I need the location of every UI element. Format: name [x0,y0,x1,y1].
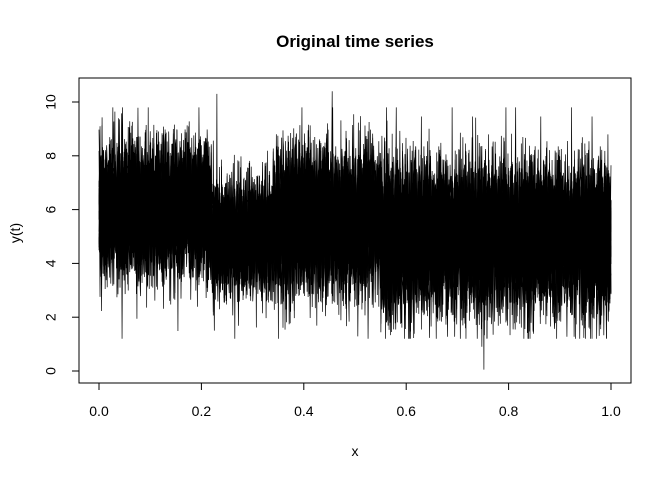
x-tick-label: 0.6 [396,403,416,419]
y-tick-label: 0 [43,367,59,375]
x-tick-label: 0.4 [294,403,314,419]
y-tick-label: 6 [43,205,59,213]
x-axis: 0.0 0.2 0.4 0.6 0.8 1.0 [89,382,621,419]
x-tick-label: 0.2 [192,403,212,419]
series-line [98,107,612,339]
series-layer [98,91,612,370]
y-tick-label: 4 [43,259,59,267]
chart-title: Original time series [276,32,434,51]
x-tick-label: 1.0 [601,403,621,419]
x-axis-label: x [352,443,359,459]
x-tick-label: 0.0 [89,403,109,419]
x-tick-label: 0.8 [499,403,519,419]
y-axis: 0 2 4 6 8 10 [43,94,80,375]
y-tick-label: 2 [43,313,59,321]
y-axis-label: y(t) [7,223,23,243]
y-tick-label: 8 [43,152,59,160]
y-tick-label: 10 [43,94,59,110]
